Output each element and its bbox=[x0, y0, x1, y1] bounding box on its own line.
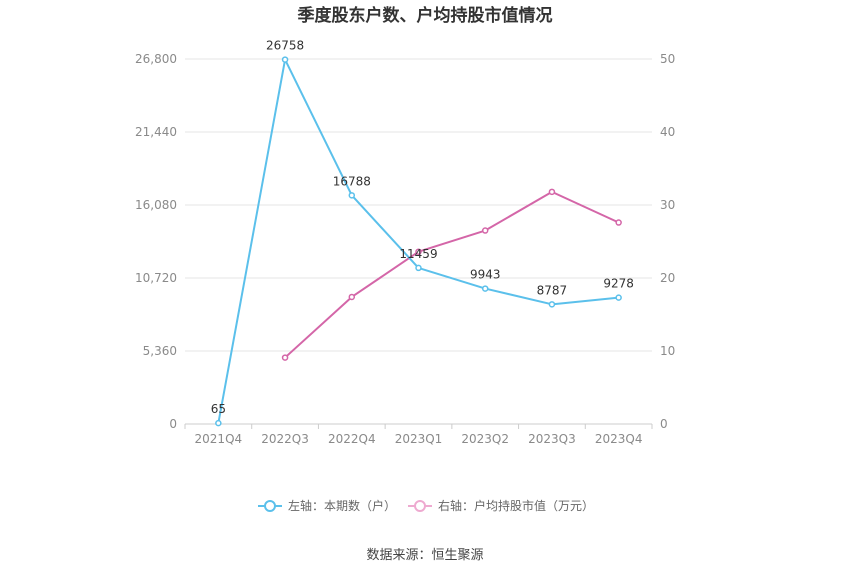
right-tick-label: 20 bbox=[660, 271, 675, 285]
right-tick-label: 40 bbox=[660, 125, 675, 139]
data-point[interactable] bbox=[281, 354, 289, 361]
left-tick-label: 16,080 bbox=[135, 198, 177, 212]
legend-marker-icon bbox=[414, 500, 426, 512]
series-line bbox=[284, 190, 620, 359]
data-point[interactable] bbox=[415, 248, 422, 255]
right-tick-label: 30 bbox=[660, 198, 675, 212]
data-point[interactable] bbox=[415, 264, 422, 272]
data-label: 16788 bbox=[333, 174, 371, 188]
data-point[interactable] bbox=[281, 56, 289, 63]
data-label: 8787 bbox=[537, 283, 568, 297]
x-tick-label: 2022Q4 bbox=[328, 432, 376, 446]
series-layer: 65 26758 16788 11459 9943 8787 9278 bbox=[211, 39, 634, 427]
data-label: 9943 bbox=[470, 268, 501, 282]
data-label: 9278 bbox=[603, 277, 634, 291]
data-point[interactable] bbox=[548, 301, 556, 308]
legend-label: 右轴：户均持股市值（万元） bbox=[438, 498, 594, 513]
series-line bbox=[217, 58, 619, 424]
data-point[interactable] bbox=[548, 188, 556, 196]
x-tick-label: 2023Q1 bbox=[395, 432, 443, 446]
x-tick-label: 2023Q2 bbox=[461, 432, 509, 446]
legend-item[interactable]: 左轴：本期数（户） bbox=[258, 498, 396, 513]
left-tick-label: 21,440 bbox=[135, 125, 177, 139]
data-label: 26758 bbox=[266, 39, 304, 53]
right-tick-label: 0 bbox=[660, 417, 668, 431]
data-point[interactable] bbox=[215, 419, 222, 427]
right-axis: 0 10 20 30 40 50 bbox=[660, 52, 675, 431]
data-label: 11459 bbox=[399, 247, 437, 261]
data-point[interactable] bbox=[615, 294, 622, 301]
left-tick-label: 5,360 bbox=[143, 344, 177, 358]
left-tick-label: 0 bbox=[169, 417, 177, 431]
data-point[interactable] bbox=[615, 219, 622, 226]
right-tick-label: 10 bbox=[660, 344, 675, 358]
left-axis: 0 5,360 10,720 16,080 21,440 26,800 bbox=[135, 52, 177, 431]
left-tick-label: 10,720 bbox=[135, 271, 177, 285]
x-tick-label: 2022Q3 bbox=[261, 432, 309, 446]
right-tick-label: 50 bbox=[660, 52, 675, 66]
legend-marker-icon bbox=[264, 500, 276, 512]
legend-label: 左轴：本期数（户） bbox=[288, 498, 396, 513]
data-point[interactable] bbox=[348, 192, 356, 199]
data-point[interactable] bbox=[348, 293, 356, 301]
legend[interactable]: 左轴：本期数（户） 右轴：户均持股市值（万元） bbox=[258, 498, 594, 513]
data-label: 65 bbox=[211, 402, 226, 416]
chart-title: 季度股东户数、户均持股市值情况 bbox=[298, 5, 553, 26]
left-tick-label: 26,800 bbox=[135, 52, 177, 66]
x-axis: 2021Q4 2022Q3 2022Q4 2023Q1 2023Q2 2023Q3 2023… bbox=[184, 424, 653, 446]
data-point[interactable] bbox=[481, 227, 489, 234]
grid bbox=[185, 58, 652, 425]
x-tick-label: 2023Q4 bbox=[595, 432, 643, 446]
data-point[interactable] bbox=[481, 285, 489, 292]
x-tick-label: 2021Q4 bbox=[195, 432, 243, 446]
legend-item[interactable]: 右轴：户均持股市值（万元） bbox=[408, 498, 594, 513]
source-note: 数据来源：恒生聚源 bbox=[366, 548, 483, 563]
x-tick-label: 2023Q3 bbox=[528, 432, 576, 446]
